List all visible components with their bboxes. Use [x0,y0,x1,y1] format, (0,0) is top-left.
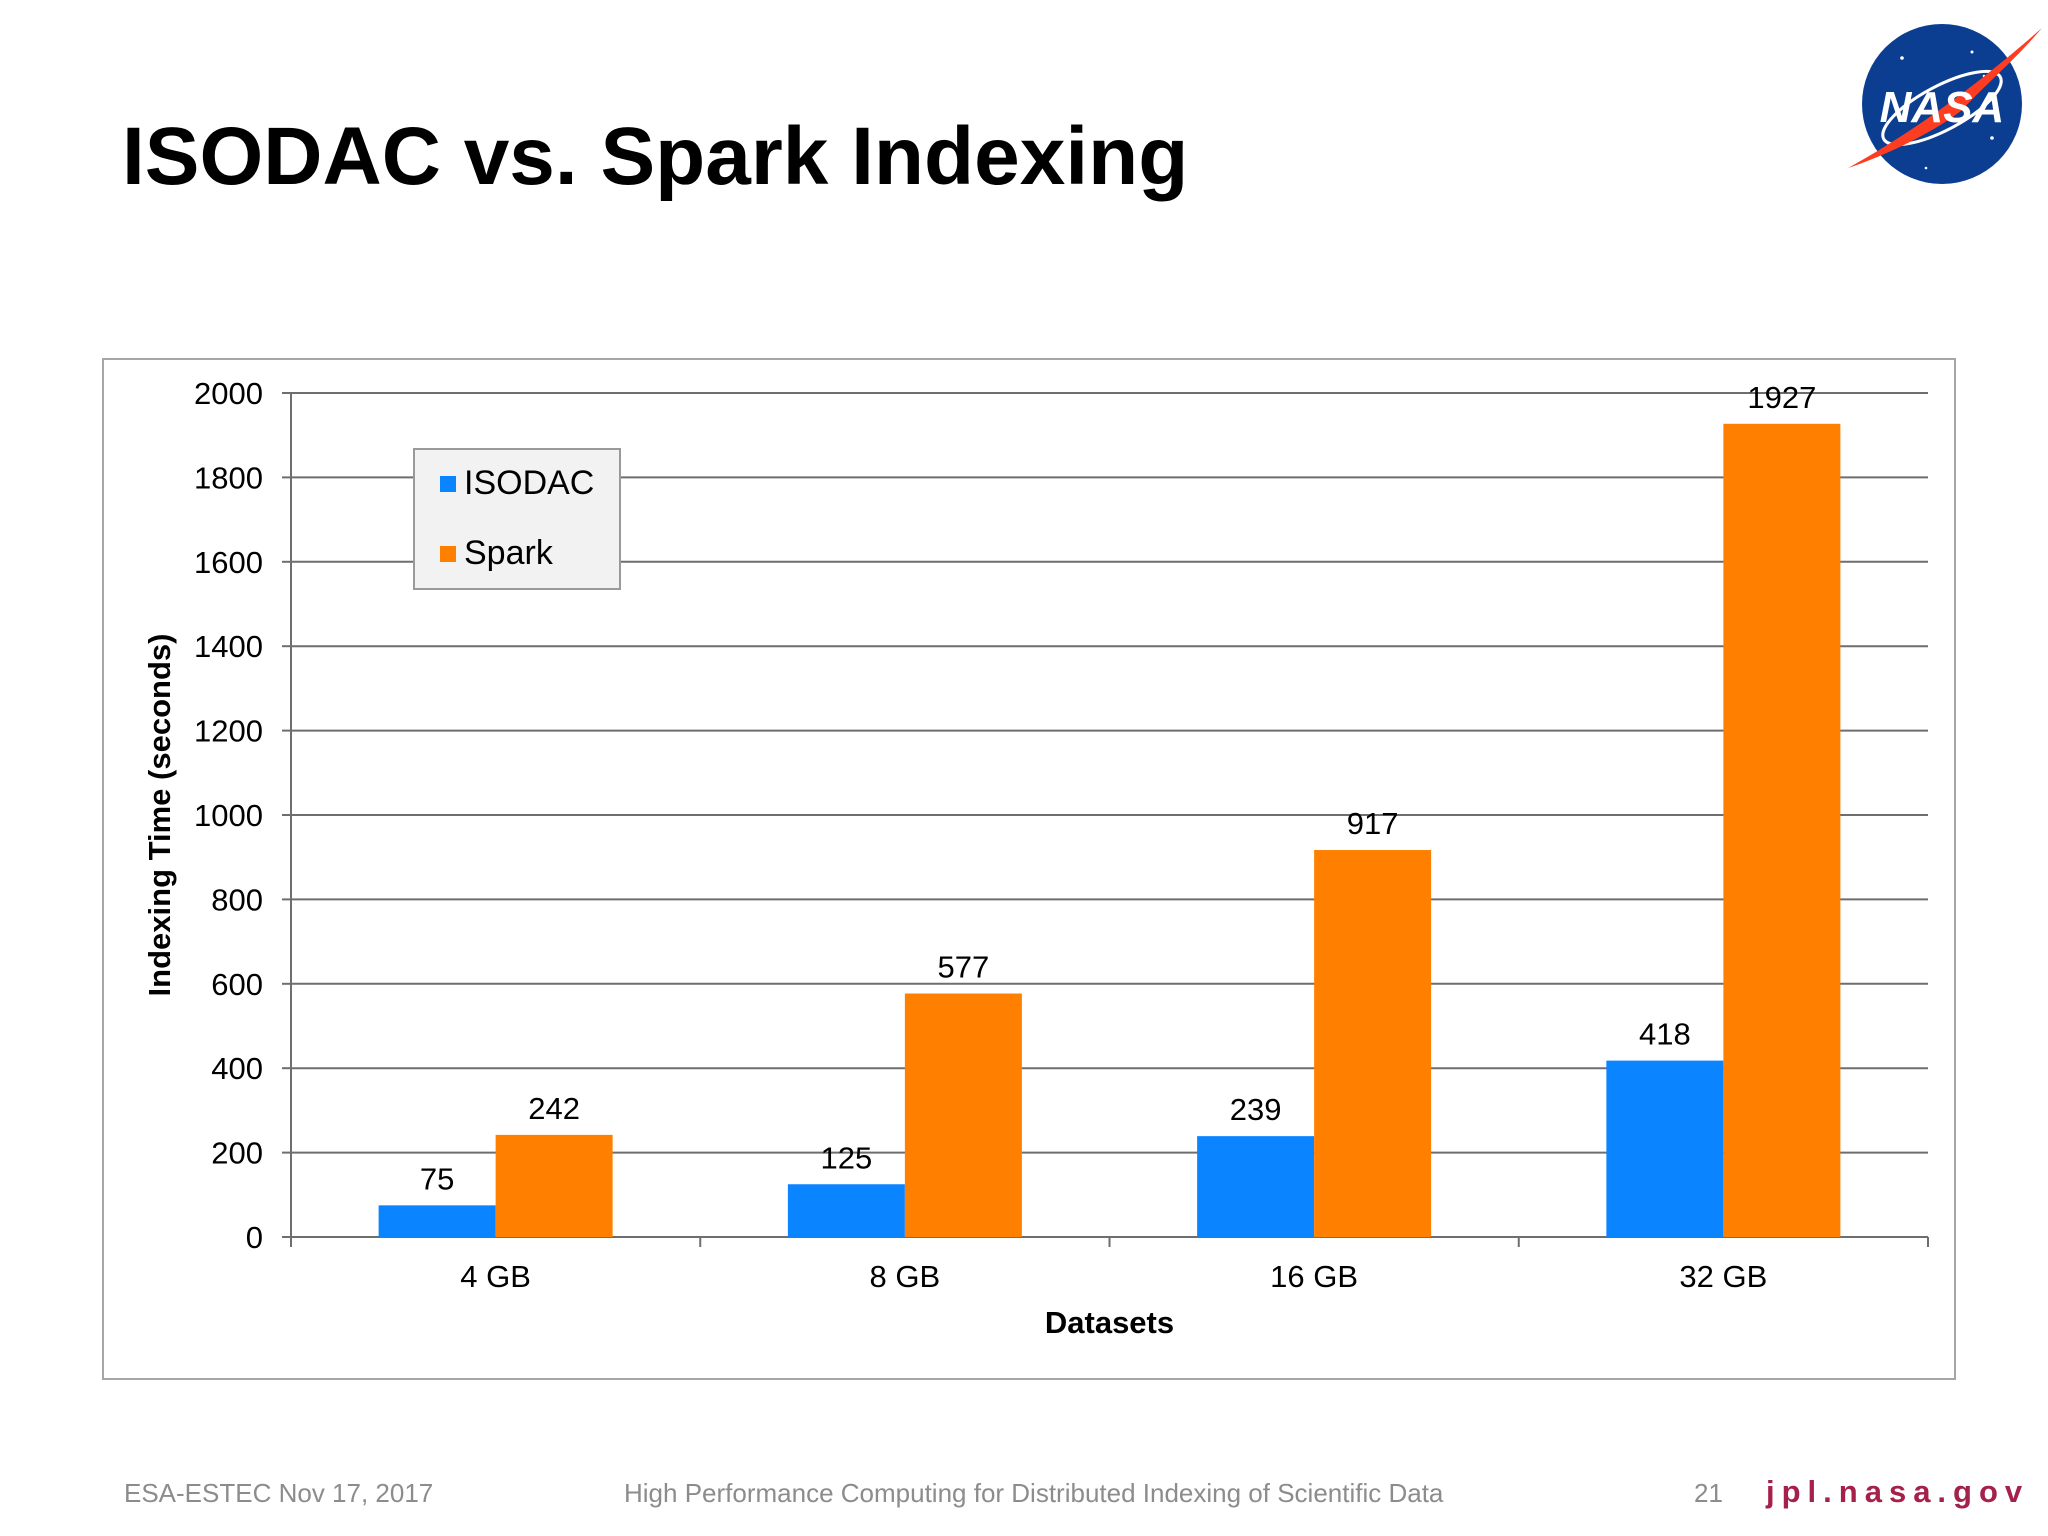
y-tick-label: 1600 [194,545,263,580]
bar-spark [495,1134,613,1237]
logo-orbit [1881,69,2003,147]
data-label: 75 [420,1161,454,1196]
bar-isodac [1197,1136,1315,1237]
y-tick-label: 1400 [194,629,263,664]
x-tick-label: 8 GB [870,1259,941,1294]
data-label: 577 [938,950,990,985]
legend-label-spark: Spark [464,534,553,572]
y-tick-label: 1000 [194,798,263,833]
y-tick-label: 0 [246,1220,263,1255]
data-label: 242 [528,1091,580,1126]
y-tick-label: 1200 [194,714,263,749]
data-label: 125 [821,1140,873,1175]
logo-wordmark: NASA [1880,83,2005,132]
legend: ISODAC Spark [413,448,621,590]
y-tick-label: 1800 [194,460,263,495]
bar-spark [1314,850,1432,1237]
footer-event: ESA-ESTEC Nov 17, 2017 [124,1478,434,1508]
x-axis-title: Datasets [1045,1305,1174,1340]
x-tick-label: 32 GB [1679,1259,1767,1294]
footer-url[interactable]: jpl.nasa.gov [1766,1474,2030,1509]
footer-subtitle: High Performance Computing for Distribut… [624,1478,1444,1508]
legend-item-spark: Spark [440,534,553,573]
data-label: 418 [1639,1017,1691,1052]
y-tick-label: 800 [211,882,263,917]
x-tick-label: 4 GB [460,1259,531,1294]
bar-spark [904,993,1022,1237]
y-axis-title: Indexing Time (seconds) [142,634,177,997]
y-tick-label: 2000 [194,376,263,411]
y-tick-label: 600 [211,967,263,1002]
legend-item-isodac: ISODAC [440,464,594,503]
slide-title: ISODAC vs. Spark Indexing [122,111,1189,202]
legend-swatch-isodac [440,475,456,492]
footer-page-number: 21 [1694,1478,1723,1508]
y-tick-label: 400 [211,1051,263,1086]
x-tick-label: 16 GB [1270,1259,1358,1294]
legend-label-isodac: ISODAC [464,464,595,502]
legend-swatch-spark [440,545,456,562]
data-label: 917 [1347,806,1399,841]
bar-isodac [787,1184,905,1237]
nasa-logo: NASA [1848,24,2042,184]
bar-isodac [1606,1060,1724,1237]
data-label: 239 [1230,1092,1282,1127]
y-tick-label: 200 [211,1136,263,1171]
data-label: 1927 [1747,380,1816,415]
bar-spark [1723,423,1841,1237]
bar-isodac [378,1205,496,1237]
